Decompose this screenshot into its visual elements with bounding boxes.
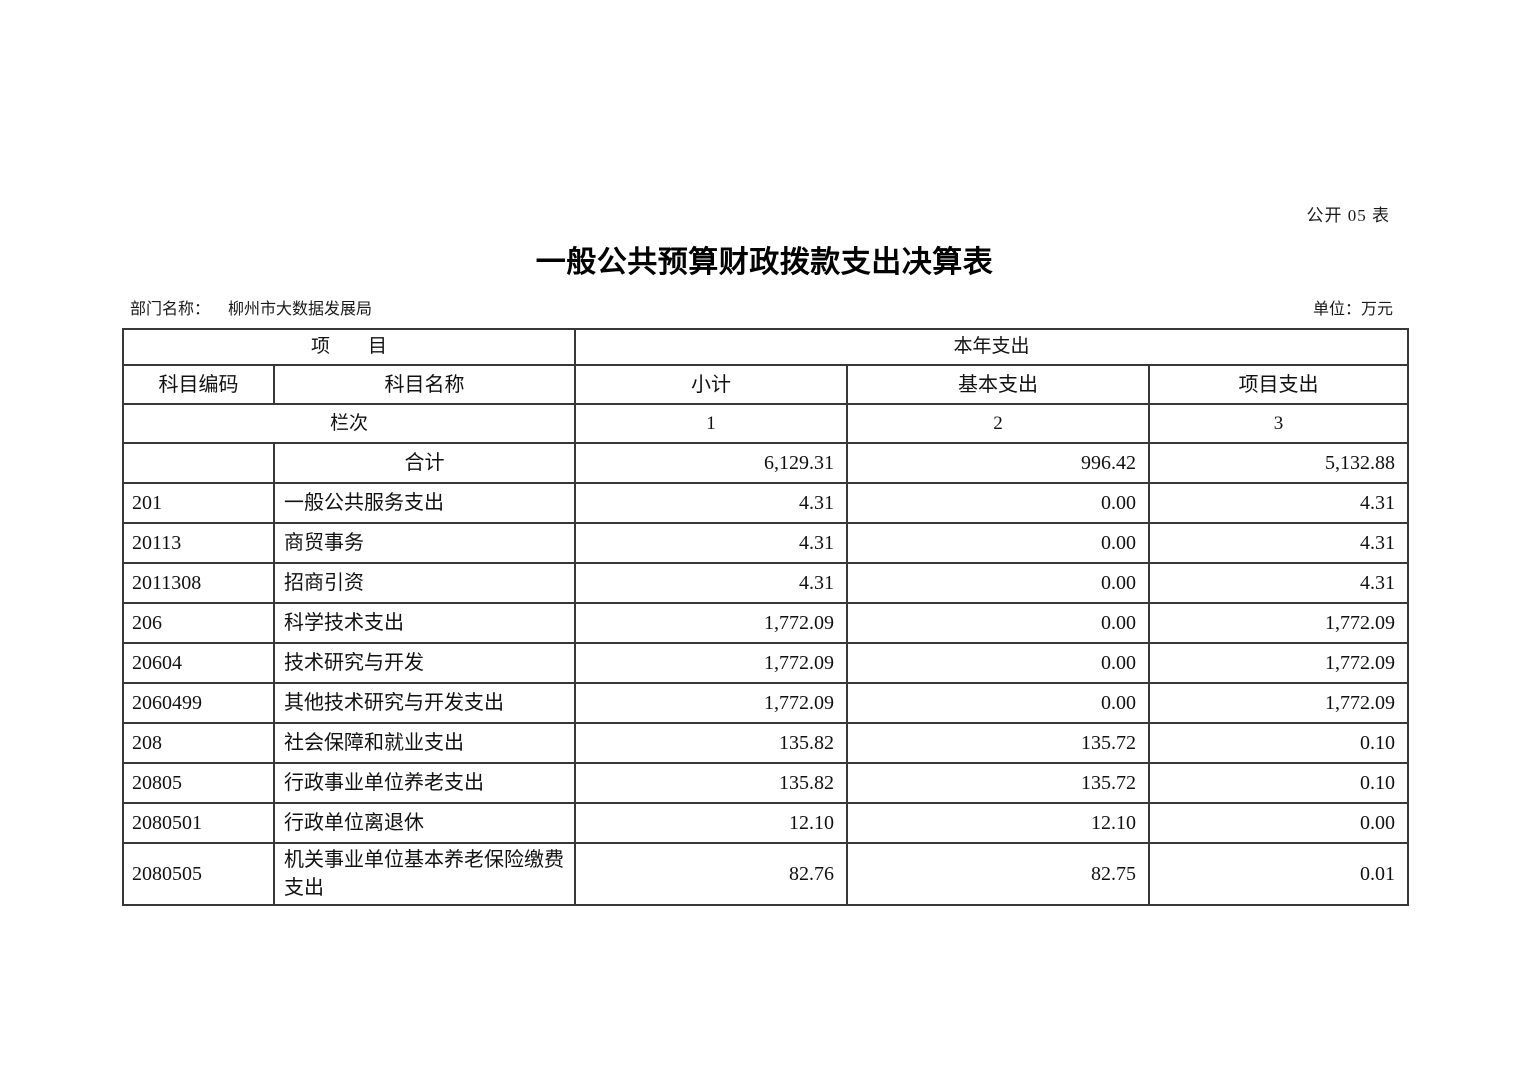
basic-expenditure-cell: 0.00 — [846, 642, 1151, 684]
table-row: 2080501 行政单位离退休 12.10 12.10 0.00 — [122, 802, 1410, 844]
header-column-number-3: 3 — [1148, 403, 1410, 444]
subtotal-cell: 1,772.09 — [574, 602, 849, 644]
header-column-index-row: 栏次 1 2 3 — [121, 403, 1410, 444]
subtotal-cell: 6,129.31 — [574, 442, 849, 484]
basic-expenditure-cell: 82.75 — [846, 842, 1151, 906]
subject-code-cell — [122, 442, 275, 484]
form-code-label: 公开 05 表 — [1306, 206, 1390, 225]
subject-code-cell: 20113 — [122, 522, 275, 564]
header-year-expenditure-group: 本年支出 — [574, 328, 1410, 366]
project-expenditure-cell: 1,772.09 — [1148, 602, 1410, 644]
table-row: 2011308 招商引资 4.31 0.00 4.31 — [122, 562, 1410, 604]
table-row: 2080505 机关事业单位基本养老保险缴费支出 82.76 82.75 0.0… — [122, 842, 1410, 906]
project-expenditure-cell: 1,772.09 — [1148, 642, 1410, 684]
project-expenditure-cell: 4.31 — [1148, 562, 1410, 604]
header-group-row: 项 目 本年支出 — [121, 328, 1410, 366]
basic-expenditure-cell: 0.00 — [846, 482, 1151, 524]
basic-expenditure-cell: 0.00 — [846, 682, 1151, 724]
table-row: 206 科学技术支出 1,772.09 0.00 1,772.09 — [122, 602, 1410, 644]
subject-name-cell: 机关事业单位基本养老保险缴费支出 — [272, 842, 577, 906]
subject-name-cell: 社会保障和就业支出 — [272, 722, 577, 764]
basic-expenditure-cell: 12.10 — [846, 802, 1151, 844]
subject-code-cell: 2080505 — [122, 842, 275, 906]
basic-expenditure-cell: 0.00 — [846, 522, 1151, 564]
project-expenditure-cell: 1,772.09 — [1148, 682, 1410, 724]
subject-name-cell: 行政单位离退休 — [272, 802, 577, 844]
project-expenditure-cell: 0.10 — [1148, 762, 1410, 804]
header-column-number-1: 1 — [574, 403, 849, 444]
subtotal-cell: 4.31 — [574, 562, 849, 604]
subtotal-cell: 82.76 — [574, 842, 849, 906]
header-columns-row: 科目编码 科目名称 小计 基本支出 项目支出 — [122, 364, 1410, 405]
basic-expenditure-cell: 0.00 — [846, 562, 1151, 604]
project-expenditure-cell: 5,132.88 — [1148, 442, 1410, 484]
subject-code-cell: 20805 — [122, 762, 275, 804]
department-name: 柳州市大数据发展局 — [228, 301, 373, 318]
header-project-group: 项 目 — [121, 328, 577, 366]
basic-expenditure-cell: 996.42 — [846, 442, 1151, 484]
basic-expenditure-cell: 0.00 — [846, 602, 1151, 644]
header-subtotal: 小计 — [574, 364, 849, 405]
subject-code-cell: 201 — [122, 482, 275, 524]
table-row: 20113 商贸事务 4.31 0.00 4.31 — [122, 522, 1410, 564]
subject-code-cell: 208 — [122, 722, 275, 764]
budget-expenditure-table: 项 目 本年支出 科目编码 科目名称 小计 基本支出 项目支出 栏次 1 2 3… — [121, 328, 1410, 906]
subtotal-cell: 12.10 — [574, 802, 849, 844]
subject-name-cell: 合计 — [272, 442, 577, 484]
unit-label: 单位：万元 — [1312, 301, 1393, 318]
table-body: 合计 6,129.31 996.42 5,132.88 201 一般公共服务支出… — [122, 442, 1410, 906]
subtotal-cell: 4.31 — [574, 482, 849, 524]
basic-expenditure-cell: 135.72 — [846, 722, 1151, 764]
header-subject-code: 科目编码 — [122, 364, 275, 405]
subject-name-cell: 行政事业单位养老支出 — [272, 762, 577, 804]
subject-name-cell: 科学技术支出 — [272, 602, 577, 644]
subject-code-cell: 2060499 — [122, 682, 275, 724]
project-expenditure-cell: 0.01 — [1148, 842, 1410, 906]
table-row: 合计 6,129.31 996.42 5,132.88 — [122, 442, 1410, 484]
subtotal-cell: 1,772.09 — [574, 642, 849, 684]
header-subject-name: 科目名称 — [272, 364, 577, 405]
subtotal-cell: 135.82 — [574, 722, 849, 764]
project-expenditure-cell: 0.10 — [1148, 722, 1410, 764]
project-expenditure-cell: 4.31 — [1148, 522, 1410, 564]
table-header: 项 目 本年支出 科目编码 科目名称 小计 基本支出 项目支出 栏次 1 2 3 — [121, 328, 1410, 444]
subject-name-cell: 商贸事务 — [272, 522, 577, 564]
table-row: 201 一般公共服务支出 4.31 0.00 4.31 — [122, 482, 1410, 524]
basic-expenditure-cell: 135.72 — [846, 762, 1151, 804]
header-basic-expenditure: 基本支出 — [846, 364, 1151, 405]
department-info: 部门名称： 柳州市大数据发展局 — [130, 295, 372, 319]
subject-name-cell: 招商引资 — [272, 562, 577, 604]
subtotal-cell: 1,772.09 — [574, 682, 849, 724]
project-expenditure-cell: 4.31 — [1148, 482, 1410, 524]
table-row: 2060499 其他技术研究与开发支出 1,772.09 0.00 1,772.… — [122, 682, 1410, 724]
table-row: 208 社会保障和就业支出 135.82 135.72 0.10 — [122, 722, 1410, 764]
header-project-expenditure: 项目支出 — [1148, 364, 1410, 405]
subject-name-cell: 其他技术研究与开发支出 — [272, 682, 577, 724]
header-column-index-label: 栏次 — [121, 403, 577, 444]
subtotal-cell: 4.31 — [574, 522, 849, 564]
subject-name-cell: 一般公共服务支出 — [272, 482, 577, 524]
header-column-number-2: 2 — [846, 403, 1151, 444]
subject-code-cell: 2080501 — [122, 802, 275, 844]
subject-code-cell: 2011308 — [122, 562, 275, 604]
subtotal-cell: 135.82 — [574, 762, 849, 804]
subject-code-cell: 20604 — [122, 642, 275, 684]
department-label: 部门名称： — [130, 301, 211, 318]
meta-row: 部门名称： 柳州市大数据发展局 单位：万元 — [122, 295, 1407, 319]
page-title: 一般公共预算财政拨款支出决算表 — [535, 246, 994, 279]
table-row: 20604 技术研究与开发 1,772.09 0.00 1,772.09 — [122, 642, 1410, 684]
subject-code-cell: 206 — [122, 602, 275, 644]
table-row: 20805 行政事业单位养老支出 135.82 135.72 0.10 — [122, 762, 1410, 804]
subject-name-cell: 技术研究与开发 — [272, 642, 577, 684]
project-expenditure-cell: 0.00 — [1148, 802, 1410, 844]
